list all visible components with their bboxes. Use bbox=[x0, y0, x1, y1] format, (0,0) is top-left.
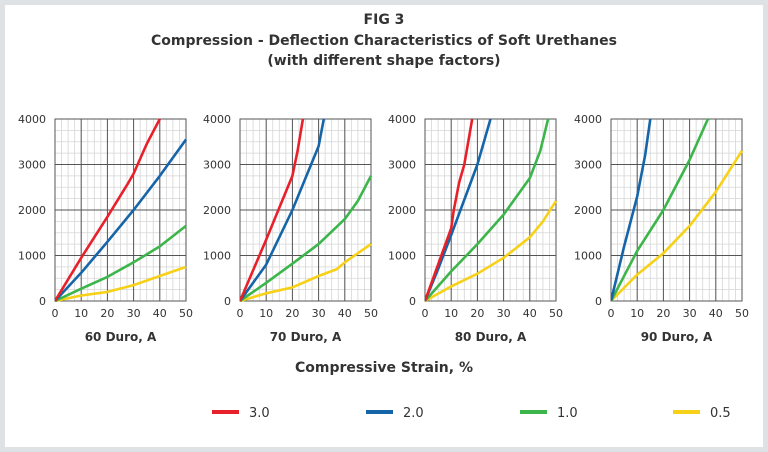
legend-item: 3.0 bbox=[212, 406, 270, 421]
legend-label: 0.5 bbox=[710, 406, 731, 421]
x-tick-label: 20 bbox=[470, 307, 484, 320]
x-tick-label: 10 bbox=[444, 307, 458, 320]
x-tick-label: 0 bbox=[608, 307, 615, 320]
y-tick-label: 1000 bbox=[18, 250, 46, 263]
x-tick-label: 30 bbox=[683, 307, 697, 320]
y-tick-label: 1000 bbox=[574, 250, 602, 263]
series-line-3.0 bbox=[240, 118, 305, 302]
legend-label: 1.0 bbox=[557, 406, 578, 421]
y-tick-label: 0 bbox=[595, 295, 602, 308]
x-tick-label: 50 bbox=[364, 307, 378, 320]
series-line-0.5 bbox=[425, 200, 557, 302]
panel-title: 80 Duro, A bbox=[455, 330, 527, 344]
y-tick-label: 3000 bbox=[203, 159, 231, 172]
y-tick-label: 0 bbox=[409, 295, 416, 308]
series-line-1.0 bbox=[55, 224, 187, 302]
y-tick-label: 3000 bbox=[18, 159, 46, 172]
x-tick-label: 50 bbox=[549, 307, 563, 320]
x-tick-label: 20 bbox=[285, 307, 299, 320]
series-line-1.0 bbox=[425, 118, 550, 302]
y-tick-label: 4000 bbox=[203, 113, 231, 126]
fig-label: FIG 3 bbox=[364, 12, 405, 28]
x-axis-label: Compressive Strain, % bbox=[295, 360, 473, 376]
panel-1: 0 10 20 30 40 50 0 1000 2000 3000 4000 60 Duro, A bbox=[18, 113, 193, 344]
x-tick-label: 10 bbox=[259, 307, 273, 320]
plot-border bbox=[54, 118, 187, 302]
legend-label: 3.0 bbox=[249, 406, 270, 421]
x-tick-label: 0 bbox=[422, 307, 429, 320]
series-line-3.0 bbox=[55, 118, 161, 302]
x-tick-label: 50 bbox=[179, 307, 193, 320]
x-tick-label: 10 bbox=[630, 307, 644, 320]
y-tick-label: 2000 bbox=[18, 204, 46, 217]
panel-title: 60 Duro, A bbox=[85, 330, 157, 344]
x-tick-label: 10 bbox=[74, 307, 88, 320]
panel-2: 0 10 20 30 40 50 0 1000 2000 3000 4000 70 Duro, A bbox=[203, 113, 378, 344]
x-tick-label: 0 bbox=[52, 307, 59, 320]
x-tick-label: 0 bbox=[237, 307, 244, 320]
y-tick-label: 3000 bbox=[574, 159, 602, 172]
y-tick-label: 2000 bbox=[388, 204, 416, 217]
series-line-2.0 bbox=[240, 118, 326, 302]
x-tick-label: 40 bbox=[153, 307, 167, 320]
chart-subtitle: (with different shape factors) bbox=[267, 53, 500, 69]
series-line-1.0 bbox=[611, 118, 710, 302]
series-line-3.0 bbox=[425, 118, 474, 302]
series-line-0.5 bbox=[55, 265, 187, 302]
y-tick-label: 1000 bbox=[388, 250, 416, 263]
y-tick-label: 1000 bbox=[203, 250, 231, 263]
legend-item: 2.0 bbox=[366, 406, 424, 421]
panel-title: 90 Duro, A bbox=[641, 330, 713, 344]
plot-border bbox=[610, 118, 743, 302]
series-line-2.0 bbox=[55, 138, 187, 302]
y-tick-label: 4000 bbox=[574, 113, 602, 126]
legend-label: 2.0 bbox=[403, 406, 424, 421]
x-tick-label: 30 bbox=[127, 307, 141, 320]
x-tick-label: 30 bbox=[497, 307, 511, 320]
figure-frame bbox=[5, 5, 763, 447]
x-tick-label: 40 bbox=[338, 307, 352, 320]
y-tick-label: 2000 bbox=[574, 204, 602, 217]
y-tick-label: 4000 bbox=[388, 113, 416, 126]
x-tick-label: 40 bbox=[709, 307, 723, 320]
x-tick-label: 20 bbox=[656, 307, 670, 320]
panel-4: 0 10 20 30 40 50 0 1000 2000 3000 4000 90 Duro, A bbox=[574, 113, 749, 344]
panel-title: 70 Duro, A bbox=[270, 330, 342, 344]
y-tick-label: 4000 bbox=[18, 113, 46, 126]
panel-3: 0 10 20 30 40 50 0 1000 2000 3000 4000 80 Duro, A bbox=[388, 113, 563, 344]
legend-item: 1.0 bbox=[520, 406, 578, 421]
series-line-2.0 bbox=[611, 118, 652, 302]
x-tick-label: 40 bbox=[523, 307, 537, 320]
x-tick-label: 50 bbox=[735, 307, 749, 320]
legend-item: 0.5 bbox=[673, 406, 731, 421]
y-tick-label: 2000 bbox=[203, 204, 231, 217]
series-line-0.5 bbox=[240, 243, 372, 302]
series-line-1.0 bbox=[240, 175, 372, 302]
x-tick-label: 30 bbox=[312, 307, 326, 320]
y-tick-label: 3000 bbox=[388, 159, 416, 172]
plot-border bbox=[239, 118, 372, 302]
x-tick-label: 20 bbox=[100, 307, 114, 320]
y-tick-label: 0 bbox=[39, 295, 46, 308]
chart-title: Compression - Deflection Characteristics… bbox=[151, 33, 617, 49]
y-tick-label: 0 bbox=[224, 295, 231, 308]
legend: 3.0 2.0 1.0 0.5 bbox=[212, 406, 731, 421]
series-line-0.5 bbox=[611, 150, 743, 302]
